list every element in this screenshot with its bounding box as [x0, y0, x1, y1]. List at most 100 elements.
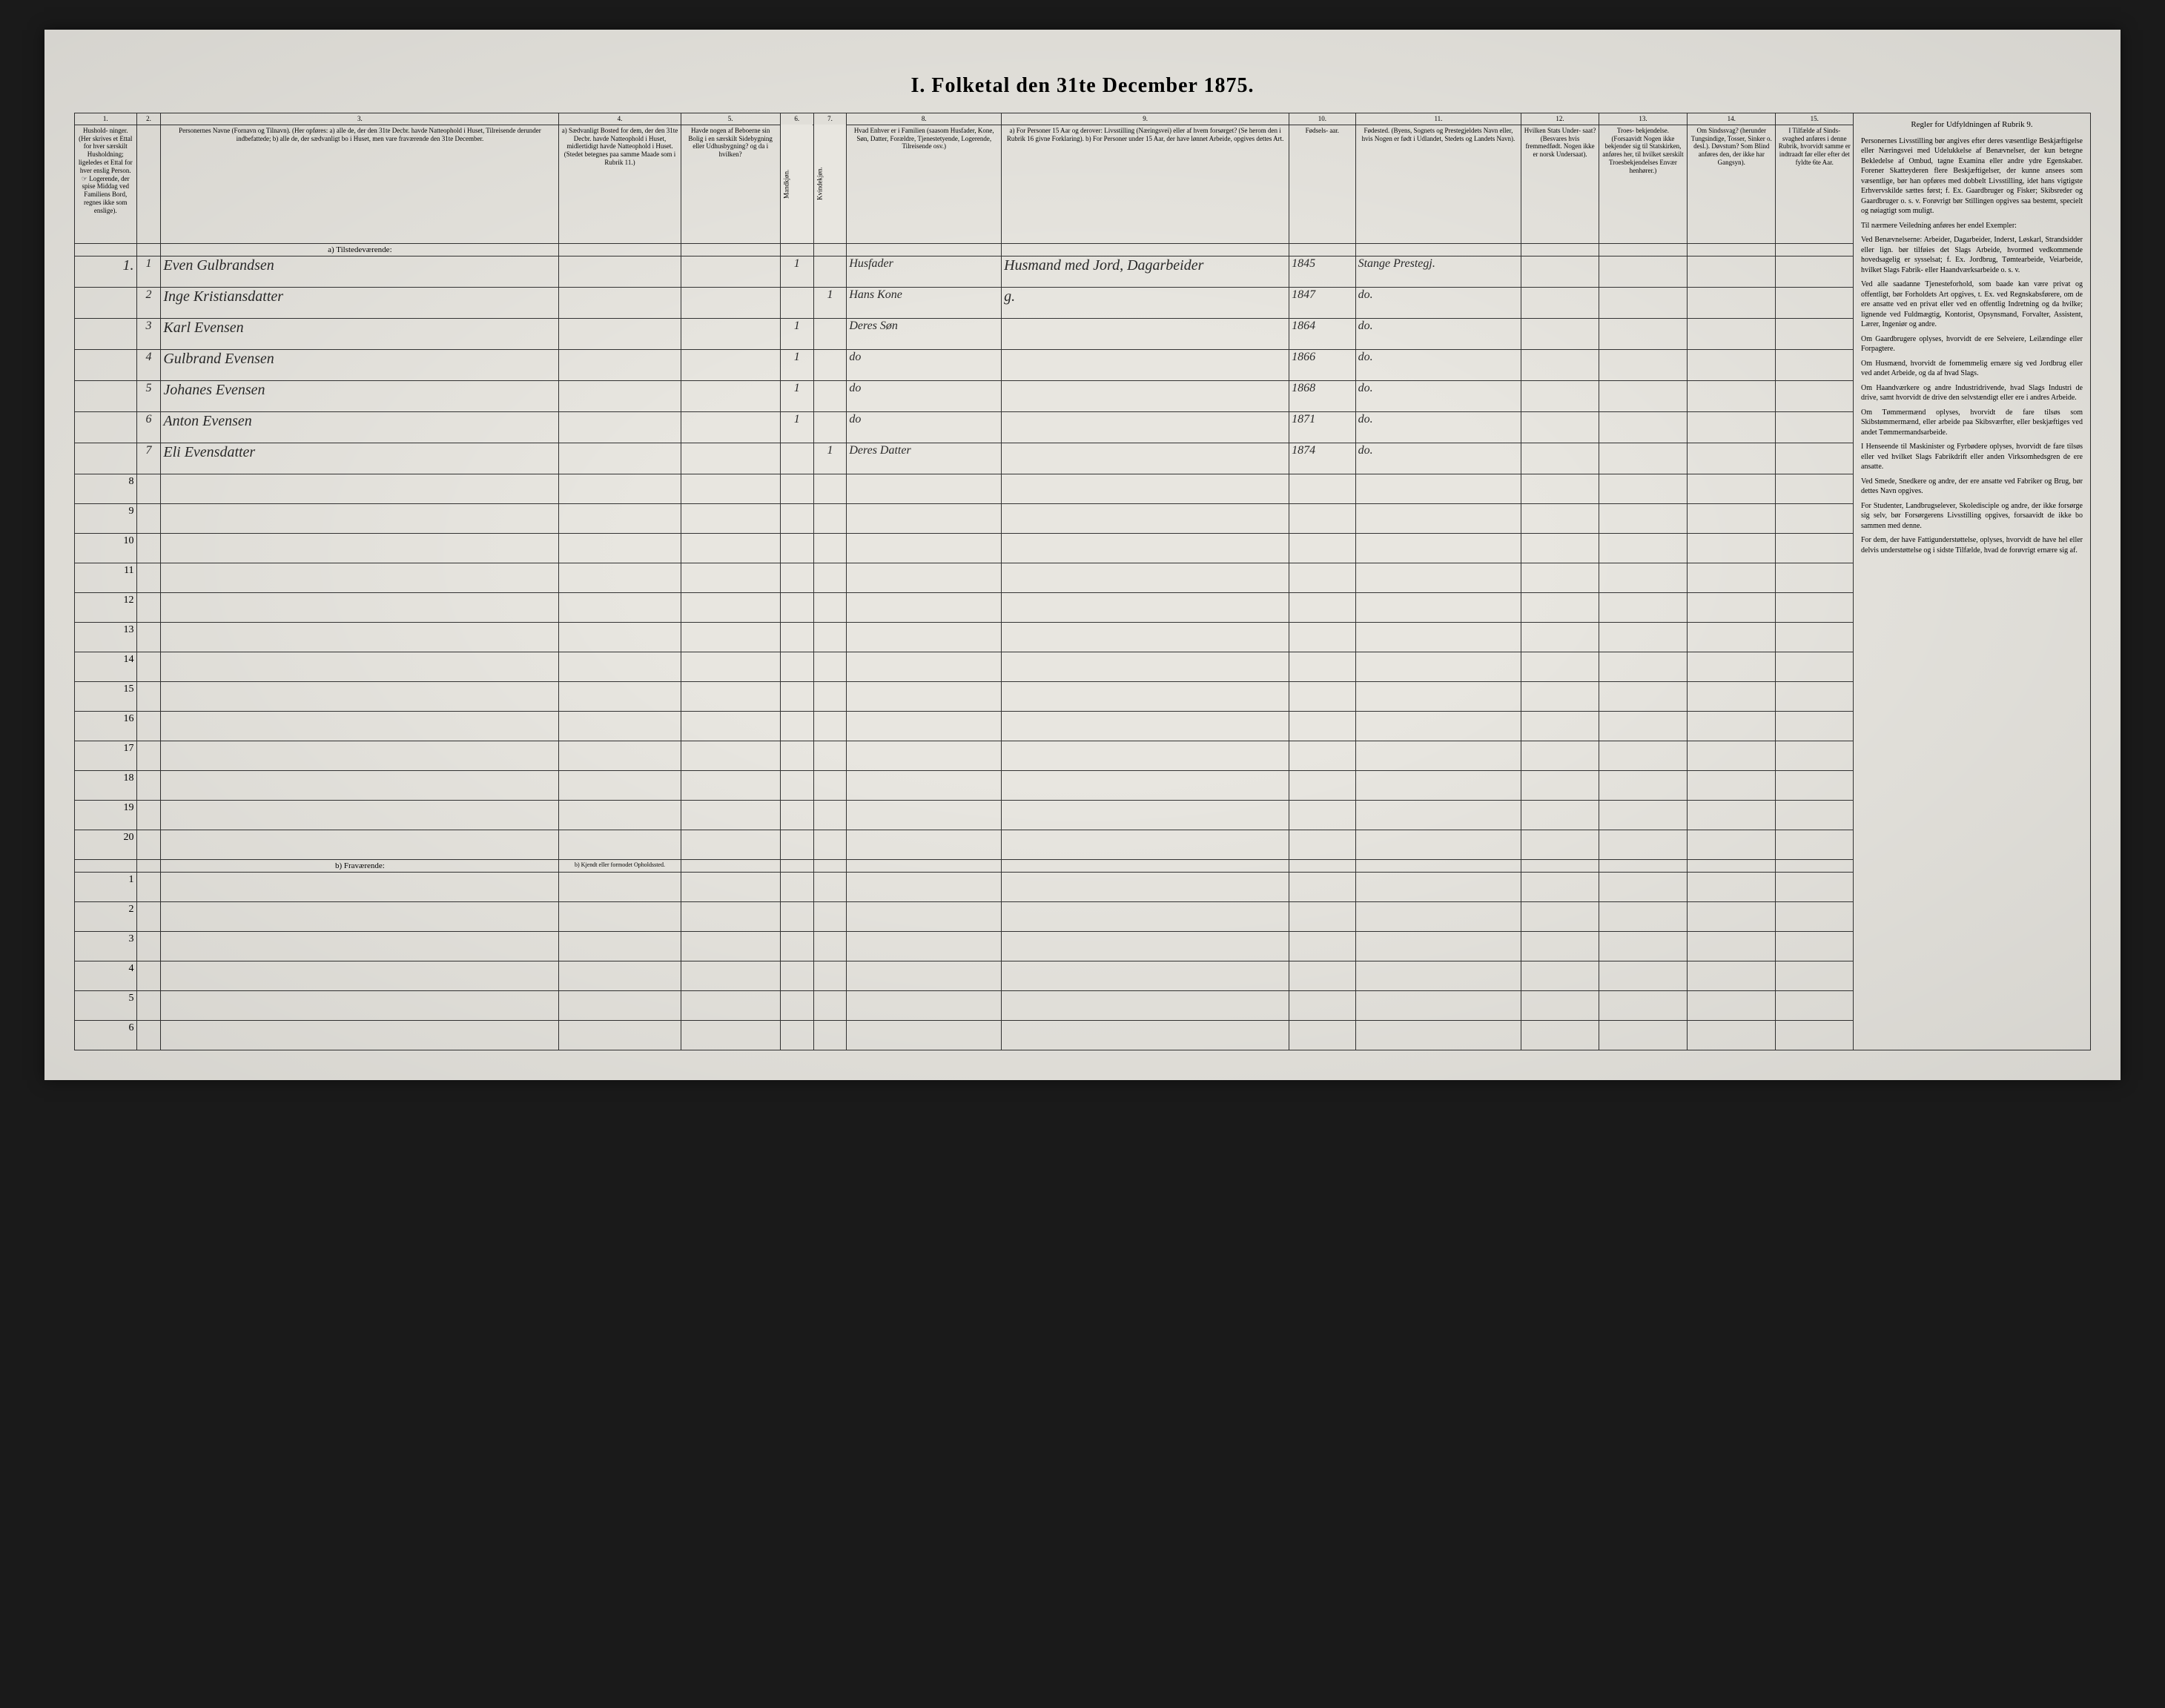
fravaerende-row-4: 4 — [75, 961, 1854, 990]
person-row-3: 3Karl Evensen1Deres Søn1864do. — [75, 318, 1854, 349]
census-table: 1.2.3.4.5.6.7.8.9.10.11.12.13.14.15. Hus… — [74, 113, 1854, 1050]
col-head-h13: Troes- bekjendelse. (Forsaavidt Nogen ik… — [1599, 125, 1687, 243]
birth-year: 1847 — [1289, 287, 1356, 318]
sex-f — [813, 380, 847, 411]
person-num: 4 — [136, 349, 161, 380]
col-head-h3: Personernes Navne (Fornavn og Tilnavn). … — [161, 125, 559, 243]
person-name: Karl Evensen — [161, 318, 559, 349]
table-body: a) Tilstedeværende:1.1Even Gulbrandsen1H… — [75, 243, 1854, 1050]
col-head-h6b: Kvindekjøn. — [813, 125, 847, 243]
rule-p1: Personernes Livsstilling bør angives eft… — [1861, 136, 2083, 216]
col-num-10: 10. — [1289, 113, 1356, 125]
sex-f — [813, 256, 847, 287]
empty-row-11: 11 — [75, 563, 1854, 592]
sex-m: 1 — [780, 318, 813, 349]
person-name: Eli Evensdatter — [161, 443, 559, 474]
person-row-7: 7Eli Evensdatter1Deres Datter1874do. — [75, 443, 1854, 474]
person-name: Even Gulbrandsen — [161, 256, 559, 287]
birthplace: do. — [1355, 287, 1521, 318]
empty-row-17: 17 — [75, 741, 1854, 770]
occupation — [1002, 380, 1289, 411]
household-num: 1. — [75, 256, 137, 287]
col-num-2: 2. — [136, 113, 161, 125]
empty-row-10: 10 — [75, 533, 1854, 563]
birth-year: 1874 — [1289, 443, 1356, 474]
col-num-11: 11. — [1355, 113, 1521, 125]
col-num-7: 7. — [813, 113, 847, 125]
empty-row-14: 14 — [75, 652, 1854, 681]
col-num-9: 9. — [1002, 113, 1289, 125]
sidebar-heading: Regler for Udfyldningen af Rubrik 9. — [1861, 119, 2083, 130]
person-num: 6 — [136, 411, 161, 443]
sex-f: 1 — [813, 443, 847, 474]
fravaerende-row-6: 6 — [75, 1020, 1854, 1050]
person-name: Johanes Evensen — [161, 380, 559, 411]
col-num-15: 15. — [1776, 113, 1854, 125]
section-b-col4: b) Kjendt eller formodet Opholdssted. — [559, 859, 681, 872]
col-head-h8: Hvad Enhver er i Familien (saasom Husfad… — [847, 125, 1002, 243]
person-row-4: 4Gulbrand Evensen1do1866do. — [75, 349, 1854, 380]
birthplace: Stange Prestegj. — [1355, 256, 1521, 287]
col-head-blank — [136, 125, 161, 243]
occupation — [1002, 318, 1289, 349]
col-head-h15: I Tilfælde af Sinds- svaghed anføres i d… — [1776, 125, 1854, 243]
occupation — [1002, 349, 1289, 380]
person-num: 7 — [136, 443, 161, 474]
form-container: 1.2.3.4.5.6.7.8.9.10.11.12.13.14.15. Hus… — [74, 113, 2091, 1050]
sex-m — [780, 287, 813, 318]
col-head-h4: a) Sædvanligt Bosted for dem, der den 31… — [559, 125, 681, 243]
empty-row-12: 12 — [75, 592, 1854, 622]
table-header: 1.2.3.4.5.6.7.8.9.10.11.12.13.14.15. Hus… — [75, 113, 1854, 244]
birthplace: do. — [1355, 349, 1521, 380]
rule-p9: I Henseende til Maskinister og Fyrbødere… — [1861, 442, 2083, 472]
relation: Hans Kone — [847, 287, 1002, 318]
rule-p4: Ved alle saadanne Tjenesteforhold, som b… — [1861, 279, 2083, 330]
birth-year: 1868 — [1289, 380, 1356, 411]
birth-year: 1864 — [1289, 318, 1356, 349]
sex-f — [813, 349, 847, 380]
person-row-5: 5Johanes Evensen1do1868do. — [75, 380, 1854, 411]
birthplace: do. — [1355, 443, 1521, 474]
col-head-h10: Fødsels- aar. — [1289, 125, 1356, 243]
sex-f: 1 — [813, 287, 847, 318]
col-num-4: 4. — [559, 113, 681, 125]
rule-p2: Til nærmere Veiledning anføres her endel… — [1861, 221, 2083, 231]
section-a-label: a) Tilstedeværende: — [161, 243, 559, 256]
col-num-12: 12. — [1521, 113, 1599, 125]
empty-row-15: 15 — [75, 681, 1854, 711]
fravaerende-row-2: 2 — [75, 901, 1854, 931]
rules-sidebar: Regler for Udfyldningen af Rubrik 9. Per… — [1854, 113, 2091, 1050]
form-title: I. Folketal den 31te December 1875. — [74, 74, 2091, 98]
col-num-14: 14. — [1688, 113, 1776, 125]
person-name: Gulbrand Evensen — [161, 349, 559, 380]
rule-p5: Om Gaardbrugere oplyses, hvorvidt de ere… — [1861, 334, 2083, 354]
col-head-h11: Fødested. (Byens, Sognets og Prestegjeld… — [1355, 125, 1521, 243]
col-num-3: 3. — [161, 113, 559, 125]
col-head-h9: a) For Personer 15 Aar og derover: Livss… — [1002, 125, 1289, 243]
sex-f — [813, 411, 847, 443]
birthplace: do. — [1355, 380, 1521, 411]
person-num: 2 — [136, 287, 161, 318]
fravaerende-row-3: 3 — [75, 931, 1854, 961]
empty-row-20: 20 — [75, 830, 1854, 859]
sex-m: 1 — [780, 380, 813, 411]
empty-row-9: 9 — [75, 503, 1854, 533]
sex-m: 1 — [780, 256, 813, 287]
empty-row-18: 18 — [75, 770, 1854, 800]
fravaerende-row-1: 1 — [75, 872, 1854, 901]
rule-p11: For Studenter, Landbrugselever, Skoledis… — [1861, 501, 2083, 532]
occupation: Husmand med Jord, Dagarbeider — [1002, 256, 1289, 287]
relation: Deres Søn — [847, 318, 1002, 349]
census-form-page: I. Folketal den 31te December 1875. 1. 2.… — [44, 30, 2121, 1080]
col-head-h14: Om Sindssvag? (herunder Tungsindige, Tos… — [1688, 125, 1776, 243]
fravaerende-row-5: 5 — [75, 990, 1854, 1020]
person-row-2: 2Inge Kristiansdatter1Hans Koneg.1847do. — [75, 287, 1854, 318]
section-b-label: b) Fraværende: — [161, 859, 559, 872]
birth-year: 1845 — [1289, 256, 1356, 287]
sex-m: 1 — [780, 349, 813, 380]
person-row-1: 1.1Even Gulbrandsen1HusfaderHusmand med … — [75, 256, 1854, 287]
col-num-5: 5. — [681, 113, 780, 125]
relation: do — [847, 411, 1002, 443]
rule-p8: Om Tømmermænd oplyses, hvorvidt de fare … — [1861, 408, 2083, 438]
person-row-6: 6Anton Evensen1do1871do. — [75, 411, 1854, 443]
